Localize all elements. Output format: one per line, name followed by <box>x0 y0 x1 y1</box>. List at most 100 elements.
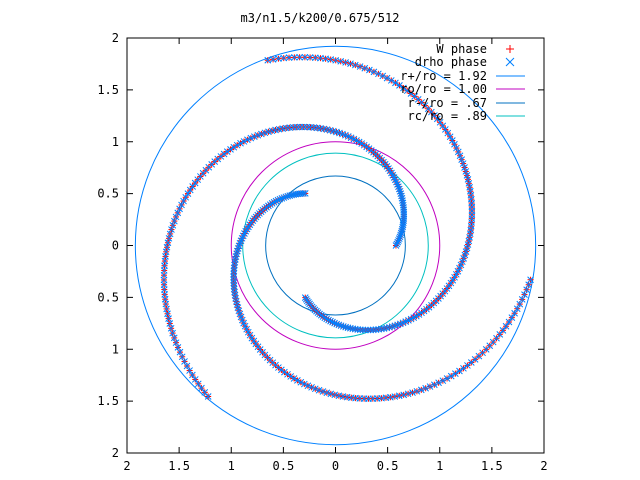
marker-1-2-139 <box>502 322 510 330</box>
marker-1-0-141 <box>306 54 314 61</box>
marker-1-2-140 <box>505 318 513 326</box>
marker-1-1-0 <box>392 242 400 249</box>
marker-1-0-119 <box>407 90 415 97</box>
marker-1-2-7 <box>288 191 296 199</box>
x-tick-label-7: 1.5 <box>481 459 503 473</box>
marker-1-2-149 <box>527 276 534 284</box>
marker-1-1-135 <box>169 329 176 337</box>
marker-1-0-105 <box>448 137 456 144</box>
marker-1-2-147 <box>523 286 530 294</box>
marker-1-2-51 <box>230 276 237 284</box>
marker-1-0-97 <box>462 168 470 175</box>
marker-1-0-30 <box>356 326 364 334</box>
marker-1-2-5 <box>292 190 300 198</box>
marker-1-2-50 <box>230 273 237 281</box>
circle-3 <box>242 152 429 339</box>
marker-1-1-100 <box>194 176 202 184</box>
marker-1-1-143 <box>186 367 193 374</box>
marker-1-2-141 <box>508 314 516 322</box>
marker-1-0-18 <box>329 318 336 326</box>
marker-1-2-114 <box>404 390 412 398</box>
marker-1-1-6 <box>397 231 404 239</box>
marker-1-1-8 <box>398 227 406 235</box>
marker-1-1-133 <box>166 320 174 327</box>
x-tick-label-4: 0 <box>332 459 339 473</box>
marker-1-1-104 <box>184 190 192 197</box>
marker-1-1-148 <box>201 388 209 396</box>
marker-1-1-27 <box>395 185 403 193</box>
marker-1-2-145 <box>518 296 526 303</box>
marker-1-1-5 <box>396 233 404 241</box>
marker-1-2-45 <box>231 258 239 266</box>
marker-1-1-132 <box>165 315 172 322</box>
circle-1 <box>230 141 441 350</box>
marker-1-0-127 <box>375 70 382 78</box>
marker-1-2-87 <box>294 377 301 384</box>
x-tick-label-0: 2 <box>123 459 130 473</box>
marker-1-1-3 <box>395 237 402 244</box>
x-tick-label-5: 0.5 <box>377 459 399 473</box>
marker-1-0-34 <box>367 326 374 334</box>
marker-1-2-93 <box>315 386 323 394</box>
x-tick-label-8: 2 <box>540 459 547 473</box>
marker-1-0-93 <box>466 183 474 191</box>
legend-label-r-minus: r-/ro = .67 <box>408 96 487 110</box>
legend-label-drho-phase: drho phase <box>415 55 487 69</box>
marker-1-2-120 <box>430 381 438 389</box>
marker-1-0-33 <box>364 326 372 334</box>
legend-label-w-phase: W phase <box>436 42 487 56</box>
marker-1-2-82 <box>278 366 285 374</box>
marker-1-2-138 <box>499 326 507 334</box>
marker-1-1-145 <box>191 376 199 383</box>
marker-1-2-115 <box>409 389 416 396</box>
marker-1-2-49 <box>230 270 238 278</box>
y-tick-label-1: 1.5 <box>97 83 119 97</box>
marker-1-0-140 <box>311 54 319 62</box>
marker-1-2-142 <box>511 309 518 317</box>
marker-1-1-141 <box>181 358 188 365</box>
marker-1-0-142 <box>301 53 309 61</box>
marker-1-0-39 <box>380 325 388 332</box>
marker-1-2-47 <box>230 264 238 272</box>
marker-1-1-134 <box>167 324 175 332</box>
marker-1-0-121 <box>400 84 407 92</box>
marker-1-1-140 <box>178 353 186 361</box>
marker-1-2-84 <box>284 370 291 378</box>
marker-1-1-144 <box>189 371 196 379</box>
marker-1-0-104 <box>451 140 458 148</box>
marker-1-0-101 <box>456 152 464 160</box>
marker-1-0-120 <box>403 87 411 95</box>
x-tick-label-2: 1 <box>228 459 235 473</box>
marker-1-2-15 <box>272 197 280 205</box>
marker-1-1-123 <box>160 271 168 279</box>
legend: W phase drho phase r+/ro = 1.92 ro/ro = … <box>400 42 525 123</box>
chart-title: m3/n1.5/k200/0.675/512 <box>241 11 400 25</box>
circle-2 <box>265 175 406 316</box>
marker-1-0-143 <box>296 53 303 61</box>
marker-1-2-119 <box>426 383 434 390</box>
y-tick-label-6: 1 <box>112 342 119 356</box>
marker-1-0-126 <box>379 72 387 80</box>
marker-1-2-95 <box>323 389 331 397</box>
marker-1-0-21 <box>335 321 343 329</box>
marker-1-2-144 <box>516 300 524 308</box>
marker-1-1-1 <box>393 240 401 248</box>
marker-1-1-82 <box>250 133 258 141</box>
marker-1-2-46 <box>231 261 238 269</box>
y-tick-label-5: 0.5 <box>97 290 119 304</box>
marker-1-0-129 <box>366 66 373 74</box>
marker-1-1-88 <box>230 143 238 151</box>
marker-1-0-94 <box>465 179 473 187</box>
marker-1-2-96 <box>327 390 335 398</box>
marker-1-0-123 <box>392 79 399 87</box>
marker-1-2-85 <box>287 373 295 380</box>
marker-1-2-88 <box>297 378 305 386</box>
marker-1-0-124 <box>387 77 395 84</box>
legend-label-ro: ro/ro = 1.00 <box>400 82 487 96</box>
marker-1-2-125 <box>452 370 459 377</box>
marker-1-1-28 <box>395 183 402 191</box>
marker-1-0-148 <box>269 56 277 63</box>
marker-1-0-133 <box>347 60 354 68</box>
marker-1-0-20 <box>333 320 341 328</box>
marker-1-1-149 <box>204 393 212 400</box>
